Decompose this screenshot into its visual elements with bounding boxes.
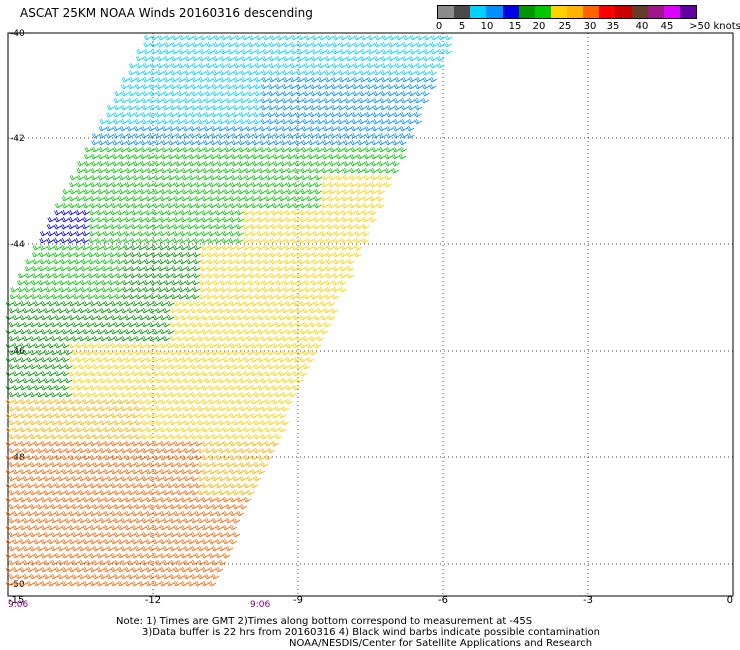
- wind-barb-group: [91, 76, 438, 146]
- legend-swatch: [518, 6, 535, 18]
- note-line-1: Note: 1) Times are GMT 2)Times along bot…: [116, 616, 533, 627]
- legend-tick: >50 knots: [689, 21, 740, 32]
- time-label-left: 9:06: [8, 600, 29, 610]
- legend-swatch: [663, 6, 680, 18]
- note-line-3: NOAA/NESDIS/Center for Satellite Applica…: [289, 638, 593, 649]
- legend-tick: 20: [532, 21, 546, 32]
- latitude-label: -46: [10, 347, 25, 357]
- latitude-label: -50: [10, 580, 25, 590]
- longitude-label: -12: [145, 595, 161, 606]
- legend-tick: 5: [458, 21, 466, 32]
- legend-tick: 25: [558, 21, 572, 32]
- legend-swatch: [599, 6, 616, 18]
- map-title: ASCAT 25KM NOAA Winds 20160316 descendin…: [20, 6, 313, 20]
- longitude-label: -9: [293, 595, 303, 606]
- legend-swatch: [502, 6, 519, 18]
- legend-tick: 0: [435, 21, 443, 32]
- legend-swatch: [615, 6, 632, 18]
- legend-color-bar: [437, 5, 697, 19]
- legend-swatch: [567, 6, 584, 18]
- legend-swatch: [470, 6, 487, 18]
- wind-barb-group: [99, 34, 453, 125]
- legend-swatch: [631, 6, 648, 18]
- legend-swatch: [454, 6, 471, 18]
- legend-tick: 35: [606, 21, 620, 32]
- latitude-label: -40: [10, 29, 25, 39]
- legend-swatch: [679, 6, 696, 18]
- longitude-label: -6: [438, 595, 448, 606]
- note-line-2: 3)Data buffer is 22 hrs from 20160316 4)…: [142, 627, 600, 638]
- map-frame: [7, 32, 734, 597]
- wind-barb-group: [9, 146, 408, 300]
- legend-tick: 30: [583, 21, 597, 32]
- legend-swatch: [438, 6, 455, 18]
- latitude-label: -42: [10, 134, 25, 144]
- longitude-label: -3: [583, 595, 593, 606]
- legend-tick: 45: [660, 21, 674, 32]
- legend-tick: 40: [635, 21, 649, 32]
- wind-speed-legend: 0 5 10 15 20 25 30 35 40 45 >50 knots: [435, 5, 740, 35]
- latitude-label: -44: [10, 240, 25, 250]
- wind-barb-group: [5, 398, 280, 496]
- wind-barb-group: [39, 209, 91, 244]
- legend-swatch: [647, 6, 664, 18]
- wind-barb-group: [5, 244, 202, 398]
- legend-swatch: [486, 6, 503, 18]
- legend-tick-labels: 0 5 10 15 20 25 30 35 40 45 >50 knots: [435, 21, 740, 35]
- longitude-label: -15: [8, 595, 24, 606]
- legend-swatch: [583, 6, 600, 18]
- latitude-label: -48: [10, 453, 25, 463]
- legend-swatch: [550, 6, 567, 18]
- longitude-label: 0: [727, 595, 733, 606]
- wind-barb-group: [5, 440, 252, 587]
- legend-tick: 10: [480, 21, 494, 32]
- legend-tick: 15: [508, 21, 522, 32]
- legend-swatch: [534, 6, 551, 18]
- time-label-right: 9:06: [250, 600, 271, 610]
- wind-barb-group: [68, 174, 393, 440]
